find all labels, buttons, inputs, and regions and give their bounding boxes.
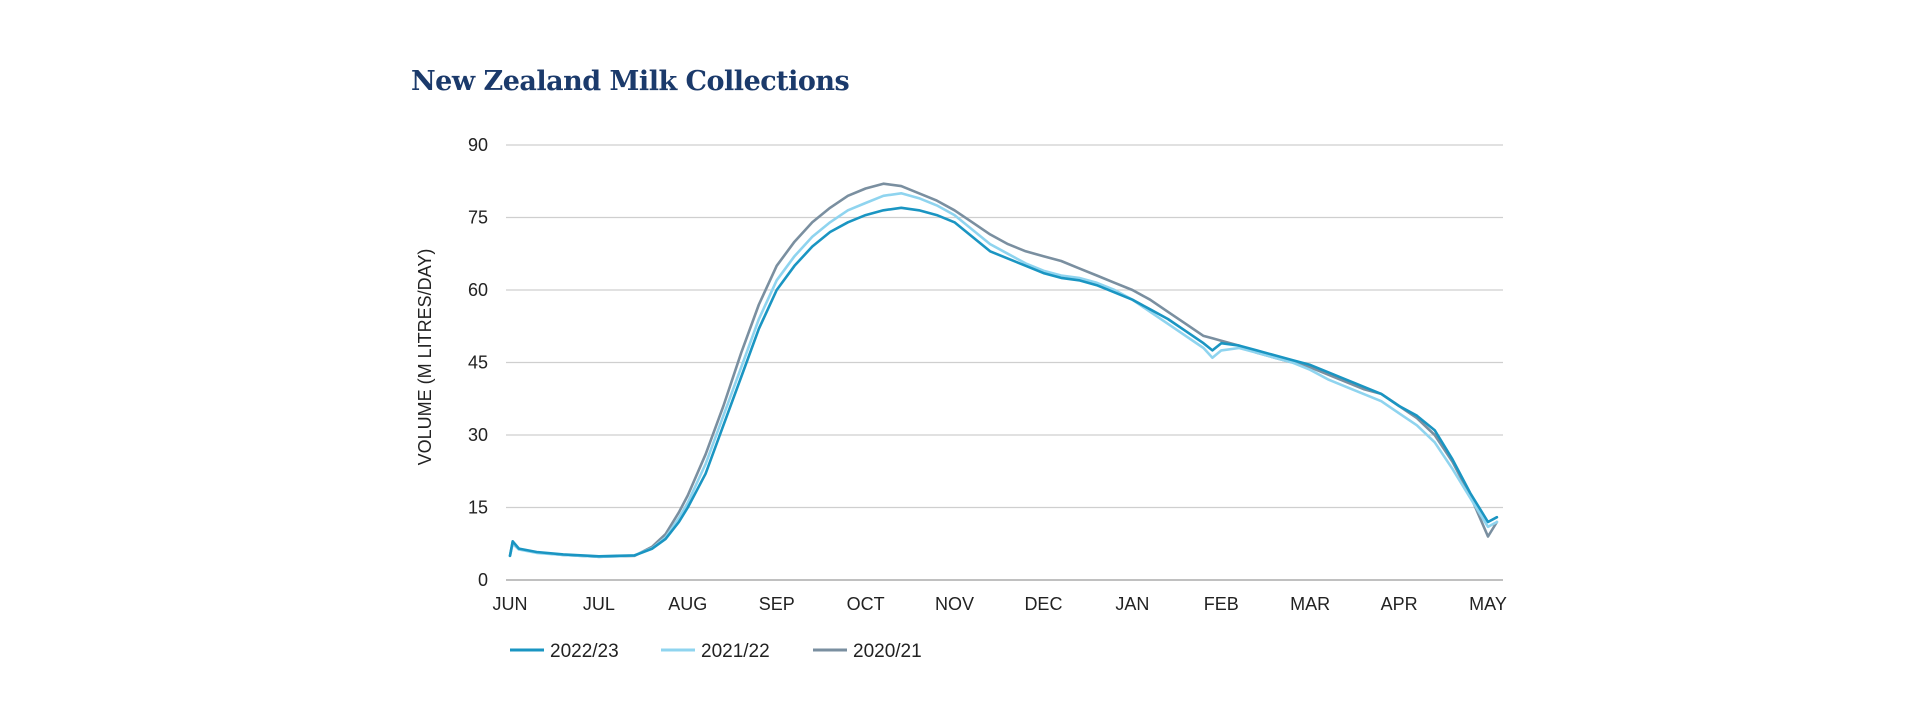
x-tick-aug: AUG <box>668 594 707 614</box>
y-tick-0: 0 <box>478 570 488 590</box>
y-tick-30: 30 <box>468 425 488 445</box>
x-tick-oct: OCT <box>847 594 885 614</box>
y-tick-45: 45 <box>468 353 488 373</box>
x-tick-jun: JUN <box>493 594 528 614</box>
legend-label-2021-22: 2021/22 <box>701 641 770 662</box>
legend: 2022/23 2021/22 2020/21 <box>510 641 922 662</box>
y-tick-60: 60 <box>468 280 488 300</box>
series-lines <box>508 182 1499 559</box>
series-line-2021-22 <box>508 192 1499 559</box>
x-tick-apr: APR <box>1381 594 1418 614</box>
y-axis-label: VOLUME (M LITRES/DAY) <box>415 249 435 466</box>
x-tick-jan: JAN <box>1115 594 1149 614</box>
x-tick-mar: MAR <box>1290 594 1330 614</box>
x-tick-dec: DEC <box>1024 594 1062 614</box>
x-tick-labels: JUN JUL AUG SEP OCT NOV DEC JAN FEB MAR APR MAY <box>493 594 1507 614</box>
y-tick-90: 90 <box>468 135 488 155</box>
legend-label-2022-23: 2022/23 <box>550 641 619 662</box>
series-line-2022-23 <box>508 206 1499 558</box>
x-tick-nov: NOV <box>935 594 974 614</box>
x-tick-jul: JUL <box>583 594 615 614</box>
legend-label-2020-21: 2020/21 <box>853 641 922 662</box>
gridlines <box>506 144 1503 581</box>
y-tick-15: 15 <box>468 498 488 518</box>
x-tick-feb: FEB <box>1204 594 1239 614</box>
x-tick-may: MAY <box>1469 594 1507 614</box>
chart-title: New Zealand Milk Collections <box>411 66 850 97</box>
y-tick-labels: 0 15 30 45 60 75 90 <box>468 135 488 590</box>
series-line-2020-21 <box>508 182 1499 559</box>
x-tick-sep: SEP <box>759 594 795 614</box>
y-tick-75: 75 <box>468 208 488 228</box>
